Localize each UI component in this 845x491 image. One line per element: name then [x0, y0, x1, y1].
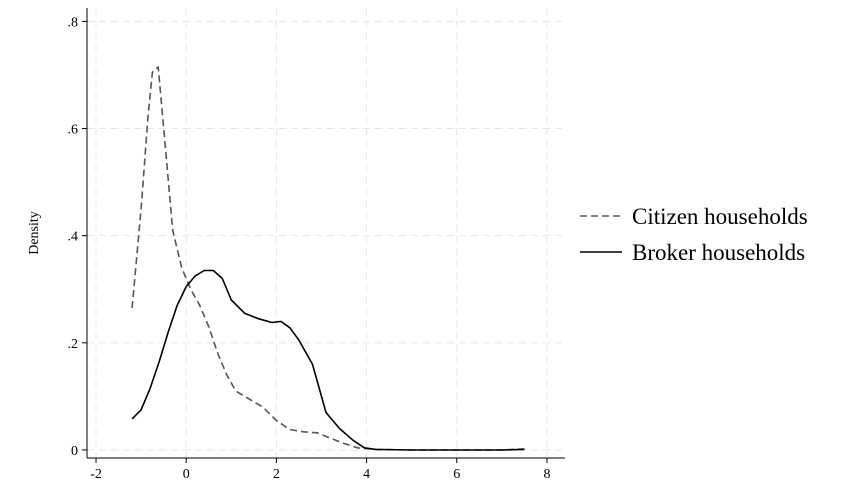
y-tick-label: .6: [68, 123, 79, 138]
broker-households-line: [131, 269, 525, 451]
x-tick-label: 0: [183, 467, 190, 482]
legend: Citizen households Broker households: [580, 204, 808, 265]
x-tick-label: 6: [453, 467, 460, 482]
y-tick-label: 0: [71, 444, 78, 459]
ticks: -2 0 2 4 6 8 0 .2 .4 .6 .8: [68, 15, 551, 482]
axes: [86, 8, 565, 459]
x-tick-label: -2: [90, 467, 102, 482]
citizen-households-line: [131, 66, 525, 451]
y-tick-label: .4: [68, 230, 79, 245]
legend-label: Broker households: [632, 240, 805, 265]
y-tick-label: .2: [68, 337, 79, 352]
legend-label: Citizen households: [632, 204, 808, 229]
series: [131, 66, 525, 451]
x-tick-label: 4: [363, 467, 370, 482]
x-tick-label: 2: [273, 467, 280, 482]
y-axis-title: Density: [27, 211, 42, 255]
x-tick-label: 8: [543, 467, 550, 482]
y-tick-label: .8: [68, 15, 79, 30]
